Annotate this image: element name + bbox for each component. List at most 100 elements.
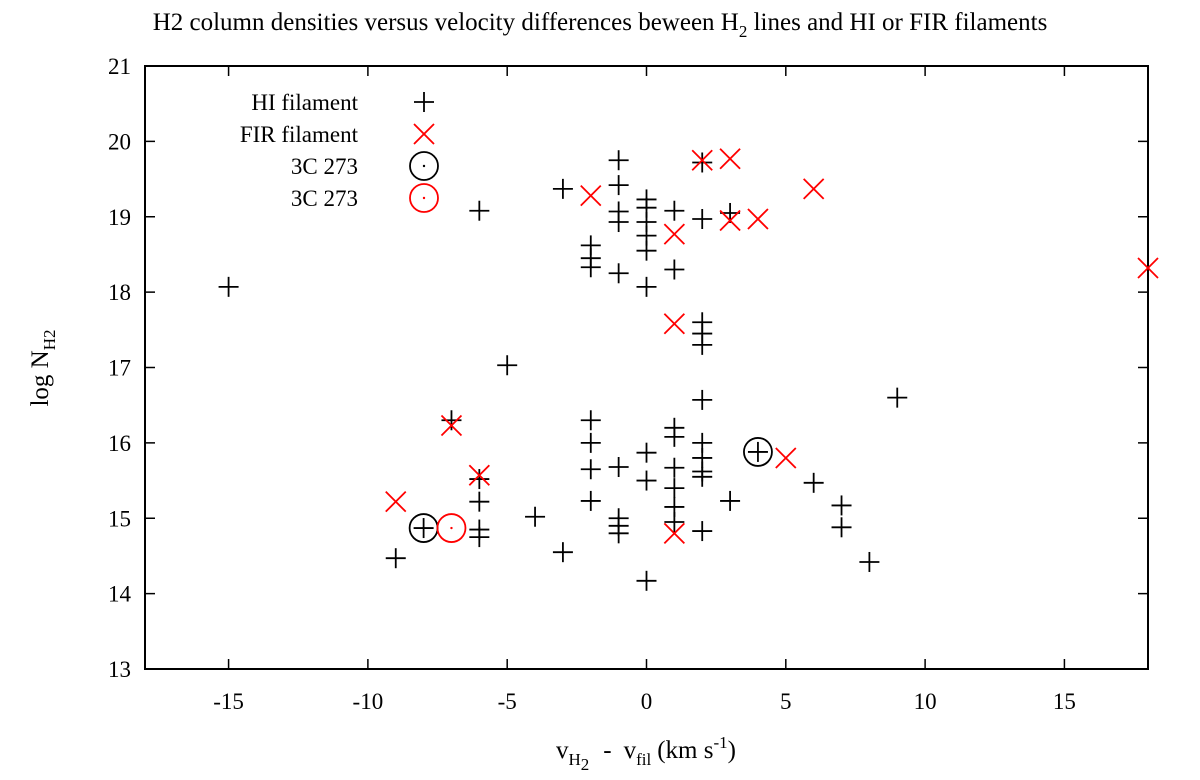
data-point-series-0 <box>580 459 601 480</box>
x-stroke-b <box>385 491 407 513</box>
x-stroke-b <box>719 148 741 170</box>
x-stroke-b <box>663 313 685 335</box>
y-tick-label: 20 <box>108 129 131 154</box>
data-point-series-0 <box>580 235 601 256</box>
data-point-series-0 <box>664 457 685 478</box>
x-stroke-b <box>775 447 797 469</box>
y-tick-label: 16 <box>108 431 131 456</box>
data-point-series-0 <box>692 521 713 542</box>
x-stroke-b <box>663 223 685 245</box>
y-axis-label: log NH2 <box>27 329 59 406</box>
data-point-series-0 <box>218 276 239 297</box>
data-point-series-0 <box>636 442 657 463</box>
data-point-series-0 <box>525 506 546 527</box>
data-point-series-0 <box>552 542 573 563</box>
circle-ring <box>436 513 467 543</box>
data-point-series-0 <box>692 152 713 173</box>
data-point-series-0 <box>692 209 713 230</box>
data-point-series-0 <box>636 470 657 491</box>
data-point-series-0 <box>608 263 629 284</box>
data-point-series-0 <box>636 276 657 297</box>
chart-title: H2 column densities versus velocity diff… <box>153 9 1048 41</box>
data-point-series-0 <box>859 551 880 572</box>
circle-dot <box>756 450 760 454</box>
x-stroke-b <box>440 414 463 437</box>
x-stroke-b <box>468 464 490 486</box>
data-point-series-0 <box>552 178 573 199</box>
data-point-series-1 <box>747 208 769 230</box>
data-point-series-0 <box>580 410 601 431</box>
axis-tick-labels: -15 -10 -5 0 5 10 15 13 14 15 16 17 18 19 20 21 <box>108 54 1076 714</box>
data-point-series-0 <box>608 456 629 477</box>
data-point-series-0 <box>580 432 601 453</box>
legend-marker-series-0 <box>414 92 434 112</box>
x-stroke-b <box>413 123 435 145</box>
data-point-series-0 <box>469 527 490 548</box>
data-point-series-0 <box>580 490 601 511</box>
x-tick-label: -15 <box>213 689 244 714</box>
data-point-series-1 <box>663 522 685 544</box>
data-point-series-0 <box>664 478 685 499</box>
y-tick-label: 15 <box>108 506 131 531</box>
data-point-series-0 <box>692 466 713 487</box>
data-point-series-1 <box>1137 257 1159 279</box>
x-stroke-b <box>803 178 825 200</box>
legend-label-hi-filament: HI filament <box>251 90 358 115</box>
data-point-series-0 <box>469 469 490 490</box>
data-point-series-1 <box>468 464 490 486</box>
circle-ring <box>409 183 439 213</box>
data-point-series-0 <box>608 212 629 233</box>
data-point-series-1 <box>803 178 825 200</box>
x-tick-label: 10 <box>914 689 937 714</box>
data-points <box>218 148 1159 591</box>
x-stroke-b <box>663 522 685 544</box>
legend-marker-series-3 <box>409 183 439 213</box>
circle-ring <box>409 151 439 181</box>
y-tick-label: 18 <box>108 280 131 305</box>
x-stroke-b <box>719 209 741 232</box>
data-point-series-0 <box>831 495 852 516</box>
data-point-series-0 <box>664 512 685 533</box>
data-point-series-0 <box>887 387 908 408</box>
x-stroke-b <box>1137 257 1159 279</box>
legend-marker-series-1 <box>413 123 435 145</box>
data-point-series-0 <box>608 523 629 544</box>
circle-ring <box>743 437 773 467</box>
legend-label-3c273-black: 3C 273 <box>291 154 358 179</box>
data-point-series-1 <box>719 209 741 232</box>
x-tick-label: -10 <box>353 689 384 714</box>
data-point-series-0 <box>497 355 518 376</box>
x-tick-label: 15 <box>1053 689 1076 714</box>
data-point-series-0 <box>720 490 741 511</box>
data-point-series-0 <box>664 259 685 280</box>
x-stroke-b <box>747 208 769 230</box>
data-point-series-0 <box>636 570 657 591</box>
y-tick-label: 19 <box>108 205 131 230</box>
x-tick-label: -5 <box>498 689 517 714</box>
data-point-series-1 <box>663 223 685 245</box>
data-point-series-0 <box>803 472 824 493</box>
x-stroke-b <box>580 185 602 207</box>
data-point-series-0 <box>831 517 852 538</box>
legend-label-fir-filament: FIR filament <box>240 122 359 147</box>
data-point-series-1 <box>663 313 685 335</box>
circle-dot <box>450 526 453 530</box>
circle-dot <box>422 196 426 200</box>
data-point-series-0 <box>441 410 462 431</box>
axis-ticks <box>145 65 1148 670</box>
circle-dot <box>422 164 426 168</box>
data-point-series-0 <box>469 491 490 512</box>
data-point-series-1 <box>719 148 741 170</box>
data-point-series-3 <box>436 513 467 543</box>
legend-markers <box>409 92 439 213</box>
data-point-series-0 <box>608 150 629 171</box>
data-point-series-0 <box>664 200 685 221</box>
data-point-series-0 <box>469 200 490 221</box>
x-tick-label: 5 <box>780 689 792 714</box>
data-point-series-1 <box>691 149 713 171</box>
data-point-series-0 <box>608 175 629 196</box>
data-point-series-0 <box>385 548 406 569</box>
data-point-series-0 <box>692 389 713 410</box>
data-point-series-1 <box>775 447 797 469</box>
